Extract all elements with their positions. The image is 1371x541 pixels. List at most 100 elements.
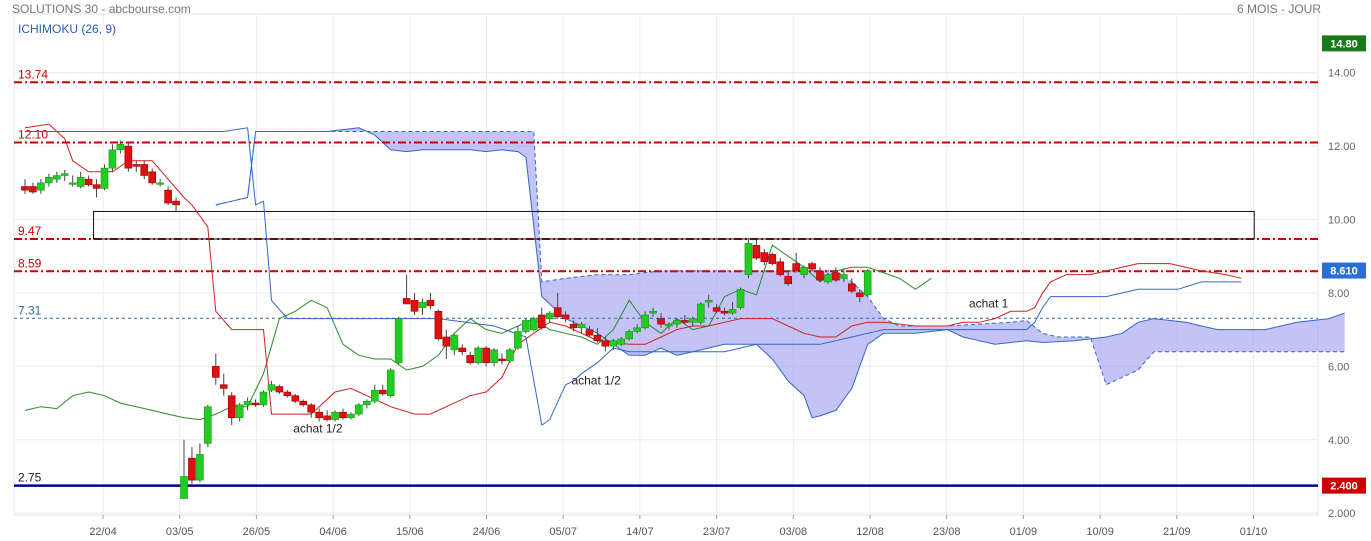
candle-body bbox=[355, 404, 363, 415]
candle-body bbox=[561, 314, 570, 319]
candle-body bbox=[514, 331, 522, 349]
candle-body bbox=[498, 358, 506, 362]
y-tick-label: 14.00 bbox=[1328, 68, 1356, 80]
candle-body bbox=[824, 274, 832, 283]
candle-body bbox=[585, 329, 594, 336]
candle-body bbox=[291, 395, 300, 402]
candle-body bbox=[140, 164, 149, 176]
candle-body bbox=[331, 411, 339, 420]
candle-body bbox=[553, 307, 562, 318]
candle-body bbox=[307, 404, 316, 413]
candle-body bbox=[593, 334, 602, 341]
candle-body bbox=[633, 327, 641, 332]
candle-body bbox=[267, 384, 276, 391]
candle-body bbox=[522, 320, 530, 332]
candle-body bbox=[45, 177, 53, 184]
candlesticks bbox=[21, 140, 872, 499]
candle-body bbox=[577, 323, 586, 329]
candle-body bbox=[100, 167, 109, 189]
candle-body bbox=[394, 318, 403, 363]
chart-title: SOLUTIONS 30 - abcbourse.com bbox=[12, 2, 191, 16]
x-tick-label: 12/08 bbox=[856, 526, 884, 538]
zone-box bbox=[93, 210, 1255, 240]
level-label: 7.31 bbox=[18, 303, 42, 317]
candle-body bbox=[625, 331, 634, 340]
annotation-text: achat 1 bbox=[969, 297, 1009, 311]
candle-body bbox=[569, 323, 578, 329]
candle-body bbox=[164, 189, 172, 204]
candle-body bbox=[490, 349, 498, 363]
candle-body bbox=[378, 389, 387, 395]
candle-body bbox=[442, 336, 451, 347]
candle-body bbox=[410, 299, 419, 312]
candle-body bbox=[363, 400, 371, 406]
candle-body bbox=[227, 395, 236, 419]
candle-body bbox=[529, 318, 538, 330]
candle-body bbox=[641, 314, 649, 329]
price-box-label: 14.80 bbox=[1330, 38, 1358, 50]
candle-body bbox=[744, 243, 753, 275]
candle-body bbox=[816, 270, 824, 281]
candle-body bbox=[466, 355, 475, 363]
candle-body bbox=[855, 292, 864, 297]
candle-body bbox=[736, 288, 745, 308]
candle-body bbox=[275, 386, 284, 393]
candle-body bbox=[172, 200, 180, 206]
candle-body bbox=[840, 274, 848, 279]
candle-body bbox=[617, 338, 626, 345]
candle-body bbox=[251, 402, 260, 406]
y-tick-label: 2.000 bbox=[1328, 508, 1356, 520]
candle-body bbox=[204, 406, 212, 444]
candle-body bbox=[92, 184, 101, 189]
x-tick-label: 23/07 bbox=[703, 526, 731, 538]
candle-body bbox=[196, 454, 204, 481]
x-tick-label: 03/08 bbox=[780, 526, 808, 538]
candle-body bbox=[474, 347, 482, 363]
candle-body bbox=[68, 182, 77, 185]
level-label: 12.10 bbox=[18, 127, 48, 141]
candle-body bbox=[418, 301, 427, 308]
candle-body bbox=[681, 320, 689, 323]
candle-body bbox=[752, 244, 761, 259]
candle-body bbox=[386, 369, 395, 397]
level-label: 13.74 bbox=[18, 67, 48, 81]
candle-body bbox=[649, 310, 657, 314]
x-tick-label: 01/10 bbox=[1240, 526, 1268, 538]
candle-body bbox=[243, 400, 252, 406]
period-label: 6 MOIS - JOUR bbox=[1236, 2, 1321, 16]
candle-body bbox=[800, 266, 808, 275]
candle-body bbox=[315, 411, 323, 419]
candle-body bbox=[704, 299, 713, 303]
x-tick-label: 26/05 bbox=[243, 526, 271, 538]
price-box-label: 8.610 bbox=[1330, 266, 1358, 278]
candle-body bbox=[537, 314, 546, 329]
candle-body bbox=[76, 177, 85, 187]
x-tick-label: 24/06 bbox=[473, 526, 501, 538]
candle-body bbox=[712, 307, 721, 312]
candle-body bbox=[792, 263, 800, 272]
candle-body bbox=[609, 340, 618, 347]
candle-body bbox=[665, 323, 673, 327]
level-label: 9.47 bbox=[18, 224, 42, 238]
candle-body bbox=[545, 312, 554, 319]
candle-body bbox=[832, 272, 840, 281]
y-tick-label: 4.00 bbox=[1328, 435, 1349, 447]
candle-body bbox=[299, 400, 308, 406]
candle-body bbox=[347, 413, 355, 419]
y-tick-label: 6.00 bbox=[1328, 361, 1349, 373]
annotation-text: achat 1/2 bbox=[571, 374, 621, 388]
candle-body bbox=[29, 186, 37, 193]
x-tick-label: 01/09 bbox=[1010, 526, 1038, 538]
candle-body bbox=[37, 182, 45, 191]
candle-body bbox=[235, 404, 244, 419]
plot-frame bbox=[13, 13, 1319, 516]
candle-body bbox=[283, 391, 292, 397]
candle-body bbox=[506, 349, 514, 362]
candle-body bbox=[450, 334, 459, 351]
candle-body bbox=[212, 366, 220, 378]
candle-body bbox=[657, 318, 665, 325]
grid bbox=[13, 13, 1319, 516]
candle-body bbox=[219, 384, 228, 389]
x-tick-label: 03/05 bbox=[166, 526, 194, 538]
